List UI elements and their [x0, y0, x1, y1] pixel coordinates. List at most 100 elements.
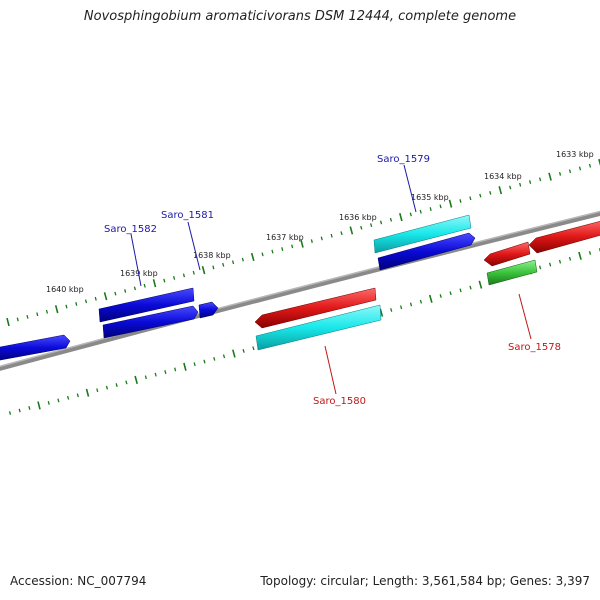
- minor-tick: [66, 395, 70, 400]
- kbp-label-1640: 1640 kbp: [46, 285, 84, 294]
- minor-tick: [144, 375, 147, 380]
- major-tick: [448, 199, 453, 208]
- minor-tick: [76, 393, 79, 398]
- minor-tick: [47, 401, 50, 405]
- minor-tick: [75, 302, 78, 306]
- major-tick: [598, 158, 600, 166]
- minor-tick: [588, 251, 592, 255]
- minor-tick: [281, 247, 284, 251]
- major-tick: [6, 317, 10, 327]
- minor-tick: [588, 163, 592, 168]
- minor-tick: [310, 239, 313, 243]
- major-tick: [232, 349, 236, 358]
- minor-tick: [222, 354, 226, 359]
- major-tick: [183, 362, 187, 371]
- minor-tick: [330, 233, 333, 238]
- minor-tick: [399, 305, 403, 310]
- minor-tick: [558, 172, 562, 176]
- minor-tick: [222, 262, 225, 267]
- major-tick: [54, 305, 59, 314]
- major-tick: [548, 172, 552, 181]
- genome-summary-text: Topology: circular; Length: 3,561,584 bp…: [260, 574, 590, 588]
- minor-tick: [261, 252, 264, 257]
- minor-tick: [242, 349, 245, 353]
- major-tick: [37, 401, 41, 410]
- minor-tick: [133, 286, 137, 291]
- minor-tick: [163, 278, 166, 283]
- minor-tick: [439, 294, 442, 298]
- gene-arrow-saro-1580[interactable]: [254, 287, 382, 351]
- minor-tick: [125, 380, 128, 385]
- gene-arrow-saro-1582[interactable]: [98, 287, 199, 339]
- minor-tick: [538, 177, 542, 182]
- minor-tick: [124, 289, 127, 293]
- minor-tick: [291, 244, 294, 249]
- gene-label-saro-1582[interactable]: Saro_1582: [104, 224, 157, 235]
- kbp-label-1638: 1638 kbp: [193, 251, 231, 260]
- gene-arrow-saro-1578[interactable]: [483, 241, 538, 286]
- gene-arrow-saro-1581[interactable]: [198, 301, 219, 319]
- minor-tick: [459, 199, 462, 203]
- major-tick: [498, 186, 503, 195]
- minor-tick: [538, 265, 542, 270]
- major-tick: [578, 251, 582, 260]
- gene-label-saro-1579[interactable]: Saro_1579: [377, 154, 430, 165]
- minor-tick: [36, 312, 39, 317]
- minor-tick: [409, 302, 413, 307]
- minor-tick: [96, 388, 99, 393]
- major-tick: [300, 239, 304, 248]
- minor-tick: [45, 309, 49, 314]
- major-tick: [349, 226, 354, 235]
- major-tick: [201, 265, 206, 275]
- minor-tick: [16, 317, 19, 322]
- minor-tick: [94, 296, 97, 301]
- minor-tick: [489, 191, 492, 195]
- kbp-label-1636: 1636 kbp: [339, 213, 377, 222]
- minor-tick: [479, 193, 482, 198]
- minor-tick: [578, 166, 582, 171]
- minor-tick: [57, 398, 60, 403]
- minor-tick: [65, 304, 68, 309]
- minor-tick: [519, 182, 522, 187]
- minor-tick: [231, 260, 235, 265]
- kbp-label-1633: 1633 kbp: [556, 150, 594, 159]
- gene-label-saro-1581[interactable]: Saro_1581: [161, 210, 214, 221]
- major-tick: [103, 292, 108, 301]
- minor-tick: [114, 291, 117, 296]
- minor-tick: [528, 180, 532, 184]
- minor-tick: [360, 225, 363, 230]
- minor-tick: [154, 372, 157, 377]
- minor-tick: [509, 185, 512, 190]
- minor-tick: [203, 359, 206, 364]
- minor-tick: [18, 408, 21, 413]
- major-tick: [134, 375, 138, 385]
- minor-tick: [379, 220, 383, 225]
- minor-tick: [568, 256, 572, 261]
- minor-tick: [568, 169, 572, 174]
- kbp-label-1637: 1637 kbp: [266, 233, 304, 242]
- minor-tick: [419, 299, 423, 304]
- minor-tick: [429, 207, 432, 211]
- minor-tick: [271, 249, 274, 254]
- major-tick: [250, 252, 255, 262]
- gene-label-saro-1578[interactable]: Saro_1578: [508, 342, 561, 353]
- gene-arrow-red-right[interactable]: [528, 220, 600, 254]
- gene-features: [0, 214, 600, 361]
- genome-title: Novosphingobium aromaticivorans DSM 1244…: [83, 9, 517, 24]
- major-tick: [399, 212, 403, 222]
- minor-tick: [182, 273, 186, 278]
- gene-arrow-saro-1579[interactable]: [373, 214, 476, 271]
- minor-tick: [212, 265, 215, 270]
- minor-tick: [449, 291, 452, 296]
- genome-backbone: [0, 210, 600, 371]
- accession-text: Accession: NC_007794: [10, 574, 147, 588]
- minor-tick: [26, 314, 29, 319]
- minor-tick: [558, 259, 562, 264]
- kbp-label-1634: 1634 kbp: [484, 172, 522, 181]
- gene-label-saro-1580[interactable]: Saro_1580: [313, 396, 366, 407]
- major-tick: [85, 388, 90, 397]
- minor-tick: [469, 285, 472, 290]
- gene-arrow-blue-left[interactable]: [0, 334, 71, 361]
